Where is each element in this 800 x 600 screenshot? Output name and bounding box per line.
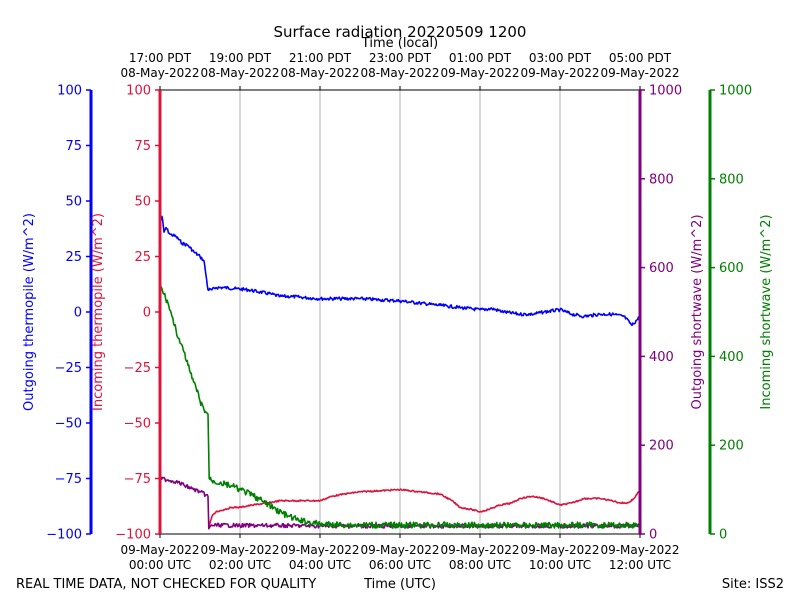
series-line-incoming_shortwave [159,284,641,529]
y-tick-label-incoming_thermopile: 50 [134,195,151,210]
x-tick-label-bottom-time: 10:00 UTC [529,558,591,572]
y-tick-label-incoming_shortwave: 800 [719,172,744,187]
x-tick-label-bottom-date: 09-May-2022 [360,543,439,557]
x-tick-label-top-date: 09-May-2022 [600,66,679,80]
y-tick-label-outgoing_thermopile: 100 [57,84,82,99]
x-tick-label-bottom-time: 00:00 UTC [129,558,191,572]
gridlines [239,90,561,534]
x-axis-top-label: Time (local) [361,36,438,51]
x-tick-label-bottom-time: 04:00 UTC [289,558,351,572]
y-tick-label-outgoing_shortwave: 1000 [649,84,682,99]
y-tick-label-incoming_thermopile: −25 [124,361,151,376]
x-tick-label-bottom-date: 09-May-2022 [200,543,279,557]
x-tick-label-bottom-time: 06:00 UTC [369,558,431,572]
x-tick-label-top-time: 21:00 PDT [289,51,352,65]
x-tick-label-bottom-date: 09-May-2022 [280,543,359,557]
y-axis-label-outgoing_thermopile: Outgoing thermopile (W/m^2) [22,213,37,411]
y-tick-label-outgoing_shortwave: 200 [649,439,674,454]
y-tick-label-incoming_thermopile: 100 [126,84,151,99]
y-axis-label-incoming_thermopile: Incoming thermopile (W/m^2) [91,213,106,411]
x-tick-label-top-time: 23:00 PDT [369,51,432,65]
y-tick-label-outgoing_thermopile: 25 [65,250,82,265]
y-tick-label-outgoing_shortwave: 800 [649,172,674,187]
y-tick-label-incoming_shortwave: 1000 [719,84,752,99]
x-axis-label: Time (UTC) [363,577,436,592]
x-tick-label-bottom-date: 09-May-2022 [440,543,519,557]
x-tick-label-top-time: 01:00 PDT [449,51,512,65]
y-tick-label-incoming_thermopile: 75 [134,139,151,154]
x-tick-label-top-date: 08-May-2022 [200,66,279,80]
y-tick-label-incoming_shortwave: 200 [719,439,744,454]
y-tick-label-outgoing_thermopile: −25 [55,361,82,376]
x-tick-label-bottom-date: 09-May-2022 [520,543,599,557]
y-tick-label-outgoing_shortwave: 600 [649,261,674,276]
x-tick-label-bottom-time: 08:00 UTC [449,558,511,572]
x-tick-label-bottom-date: 09-May-2022 [120,543,199,557]
x-tick-label-top-date: 09-May-2022 [520,66,599,80]
series-line-outgoing_thermopile [159,215,641,327]
y-tick-label-outgoing_thermopile: 50 [65,195,82,210]
y-tick-label-incoming_thermopile: 0 [143,306,151,321]
y-tick-label-incoming_thermopile: −50 [124,417,151,432]
series-layer [159,215,641,530]
axes-layer: −100 −75 −50 −25 0 25 50 75 100 Outgoing thermopi… [22,84,774,543]
x-tick-label-top-time: 19:00 PDT [209,51,272,65]
y-tick-label-incoming_thermopile: −75 [124,472,151,487]
y-axis-label-incoming_shortwave: Incoming shortwave (W/m^2) [759,214,774,409]
y-tick-label-outgoing_shortwave: 0 [649,528,657,543]
x-tick-label-top-time: 17:00 PDT [129,51,192,65]
y-axis-label-outgoing_shortwave: Outgoing shortwave (W/m^2) [690,214,705,409]
site-label: Site: ISS2 [722,577,784,592]
series-line-incoming_thermopile [208,488,641,528]
y-tick-label-outgoing_thermopile: 0 [74,306,82,321]
y-tick-label-incoming_shortwave: 400 [719,350,744,365]
y-tick-label-outgoing_thermopile: −100 [46,528,82,543]
y-tick-label-outgoing_thermopile: −50 [55,417,82,432]
y-tick-label-incoming_shortwave: 0 [719,528,727,543]
y-tick-label-outgoing_thermopile: 75 [65,139,82,154]
x-tick-label-top-time: 03:00 PDT [529,51,592,65]
x-tick-label-bottom-time: 02:00 UTC [209,558,271,572]
x-tick-label-top-time: 05:00 PDT [609,51,672,65]
y-tick-label-outgoing_thermopile: −75 [55,472,82,487]
x-tick-label-bottom-time: 12:00 UTC [609,558,671,572]
quality-disclaimer: REAL TIME DATA, NOT CHECKED FOR QUALITY [16,577,316,592]
x-tick-label-top-date: 08-May-2022 [280,66,359,80]
y-tick-label-incoming_thermopile: 25 [134,250,151,265]
y-tick-label-incoming_shortwave: 600 [719,261,744,276]
chart-title: Surface radiation 20220509 1200 [274,23,527,41]
x-tick-label-top-date: 08-May-2022 [360,66,439,80]
x-tick-label-bottom-date: 09-May-2022 [600,543,679,557]
y-tick-label-outgoing_shortwave: 400 [649,350,674,365]
x-tick-label-top-date: 09-May-2022 [440,66,519,80]
x-tick-label-top-date: 08-May-2022 [120,66,199,80]
y-tick-label-incoming_thermopile: −100 [115,528,151,543]
